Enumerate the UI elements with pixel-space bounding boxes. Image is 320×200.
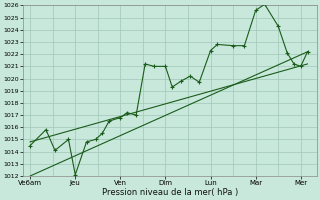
- X-axis label: Pression niveau de la mer( hPa ): Pression niveau de la mer( hPa ): [102, 188, 238, 197]
